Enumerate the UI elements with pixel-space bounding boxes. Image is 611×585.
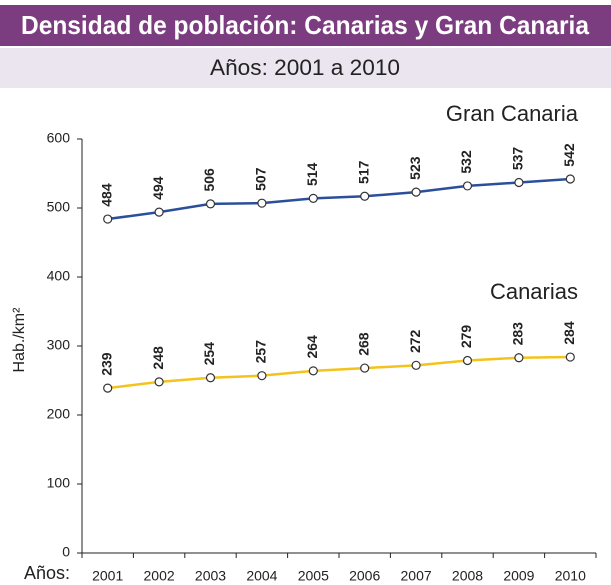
y-tick-label: 200 <box>47 406 71 422</box>
data-label: 523 <box>407 156 423 180</box>
x-tick-label: 2010 <box>555 568 586 584</box>
x-tick-label: 2005 <box>298 568 329 584</box>
data-label: 279 <box>458 325 474 349</box>
data-label: 248 <box>150 346 166 370</box>
data-point <box>154 207 164 217</box>
x-tick-label: 2002 <box>144 568 175 584</box>
data-label: 537 <box>510 147 526 171</box>
y-tick-label: 600 <box>47 130 71 146</box>
data-point <box>411 187 421 197</box>
data-point <box>308 366 318 376</box>
data-label: 506 <box>201 168 217 192</box>
data-label: 507 <box>253 167 269 191</box>
data-point <box>514 177 524 188</box>
y-tick-label: 100 <box>47 475 71 491</box>
legend-label: Canarias <box>490 279 578 304</box>
x-tick-label: 2001 <box>92 568 123 584</box>
data-label: 283 <box>510 322 526 346</box>
data-point <box>565 352 575 362</box>
data-label: 239 <box>98 352 114 376</box>
data-label: 542 <box>561 143 577 167</box>
data-label: 532 <box>458 150 474 174</box>
series-line <box>107 177 571 221</box>
title-band <box>0 5 611 46</box>
y-tick-label: 0 <box>62 544 70 560</box>
x-tick-label: 2006 <box>349 568 380 584</box>
x-tick-label: 2007 <box>401 568 432 584</box>
data-point <box>257 198 267 208</box>
data-point <box>308 193 318 203</box>
data-point <box>360 191 370 201</box>
chart-subtitle: Años: 2001 a 2010 <box>210 55 400 80</box>
data-point <box>514 353 524 363</box>
data-point <box>205 199 216 209</box>
chart-title: Densidad de población: Canarias y Gran C… <box>21 10 590 40</box>
x-axis-label: Años: <box>24 563 70 583</box>
data-label: 484 <box>98 183 114 207</box>
data-point <box>462 181 473 191</box>
data-point <box>154 377 164 387</box>
data-label: 514 <box>304 162 320 186</box>
data-label: 268 <box>355 332 371 356</box>
data-label: 284 <box>561 321 577 345</box>
data-label: 264 <box>304 335 320 359</box>
data-point <box>565 174 575 184</box>
y-axis-label: Hab./km² <box>11 307 28 373</box>
data-point <box>257 371 267 381</box>
data-point <box>462 355 473 366</box>
y-tick-label: 400 <box>47 268 71 284</box>
data-label: 517 <box>355 160 371 184</box>
data-label: 257 <box>253 340 269 364</box>
data-label: 272 <box>407 329 423 353</box>
data-point <box>360 363 370 373</box>
subtitle-band <box>0 48 611 88</box>
data-point <box>411 360 421 370</box>
data-label: 494 <box>150 176 166 200</box>
x-tick-label: 2003 <box>195 568 226 584</box>
data-point <box>205 373 216 383</box>
series-line <box>107 355 571 390</box>
y-tick-label: 300 <box>47 337 71 353</box>
x-tick-label: 2009 <box>503 568 534 584</box>
x-tick-label: 2008 <box>452 568 483 584</box>
y-tick-label: 500 <box>47 199 71 215</box>
data-point <box>103 383 113 393</box>
x-tick-label: 2004 <box>246 568 277 584</box>
data-point <box>103 214 113 224</box>
data-label: 254 <box>201 342 217 366</box>
legend-label: Gran Canaria <box>446 101 579 126</box>
